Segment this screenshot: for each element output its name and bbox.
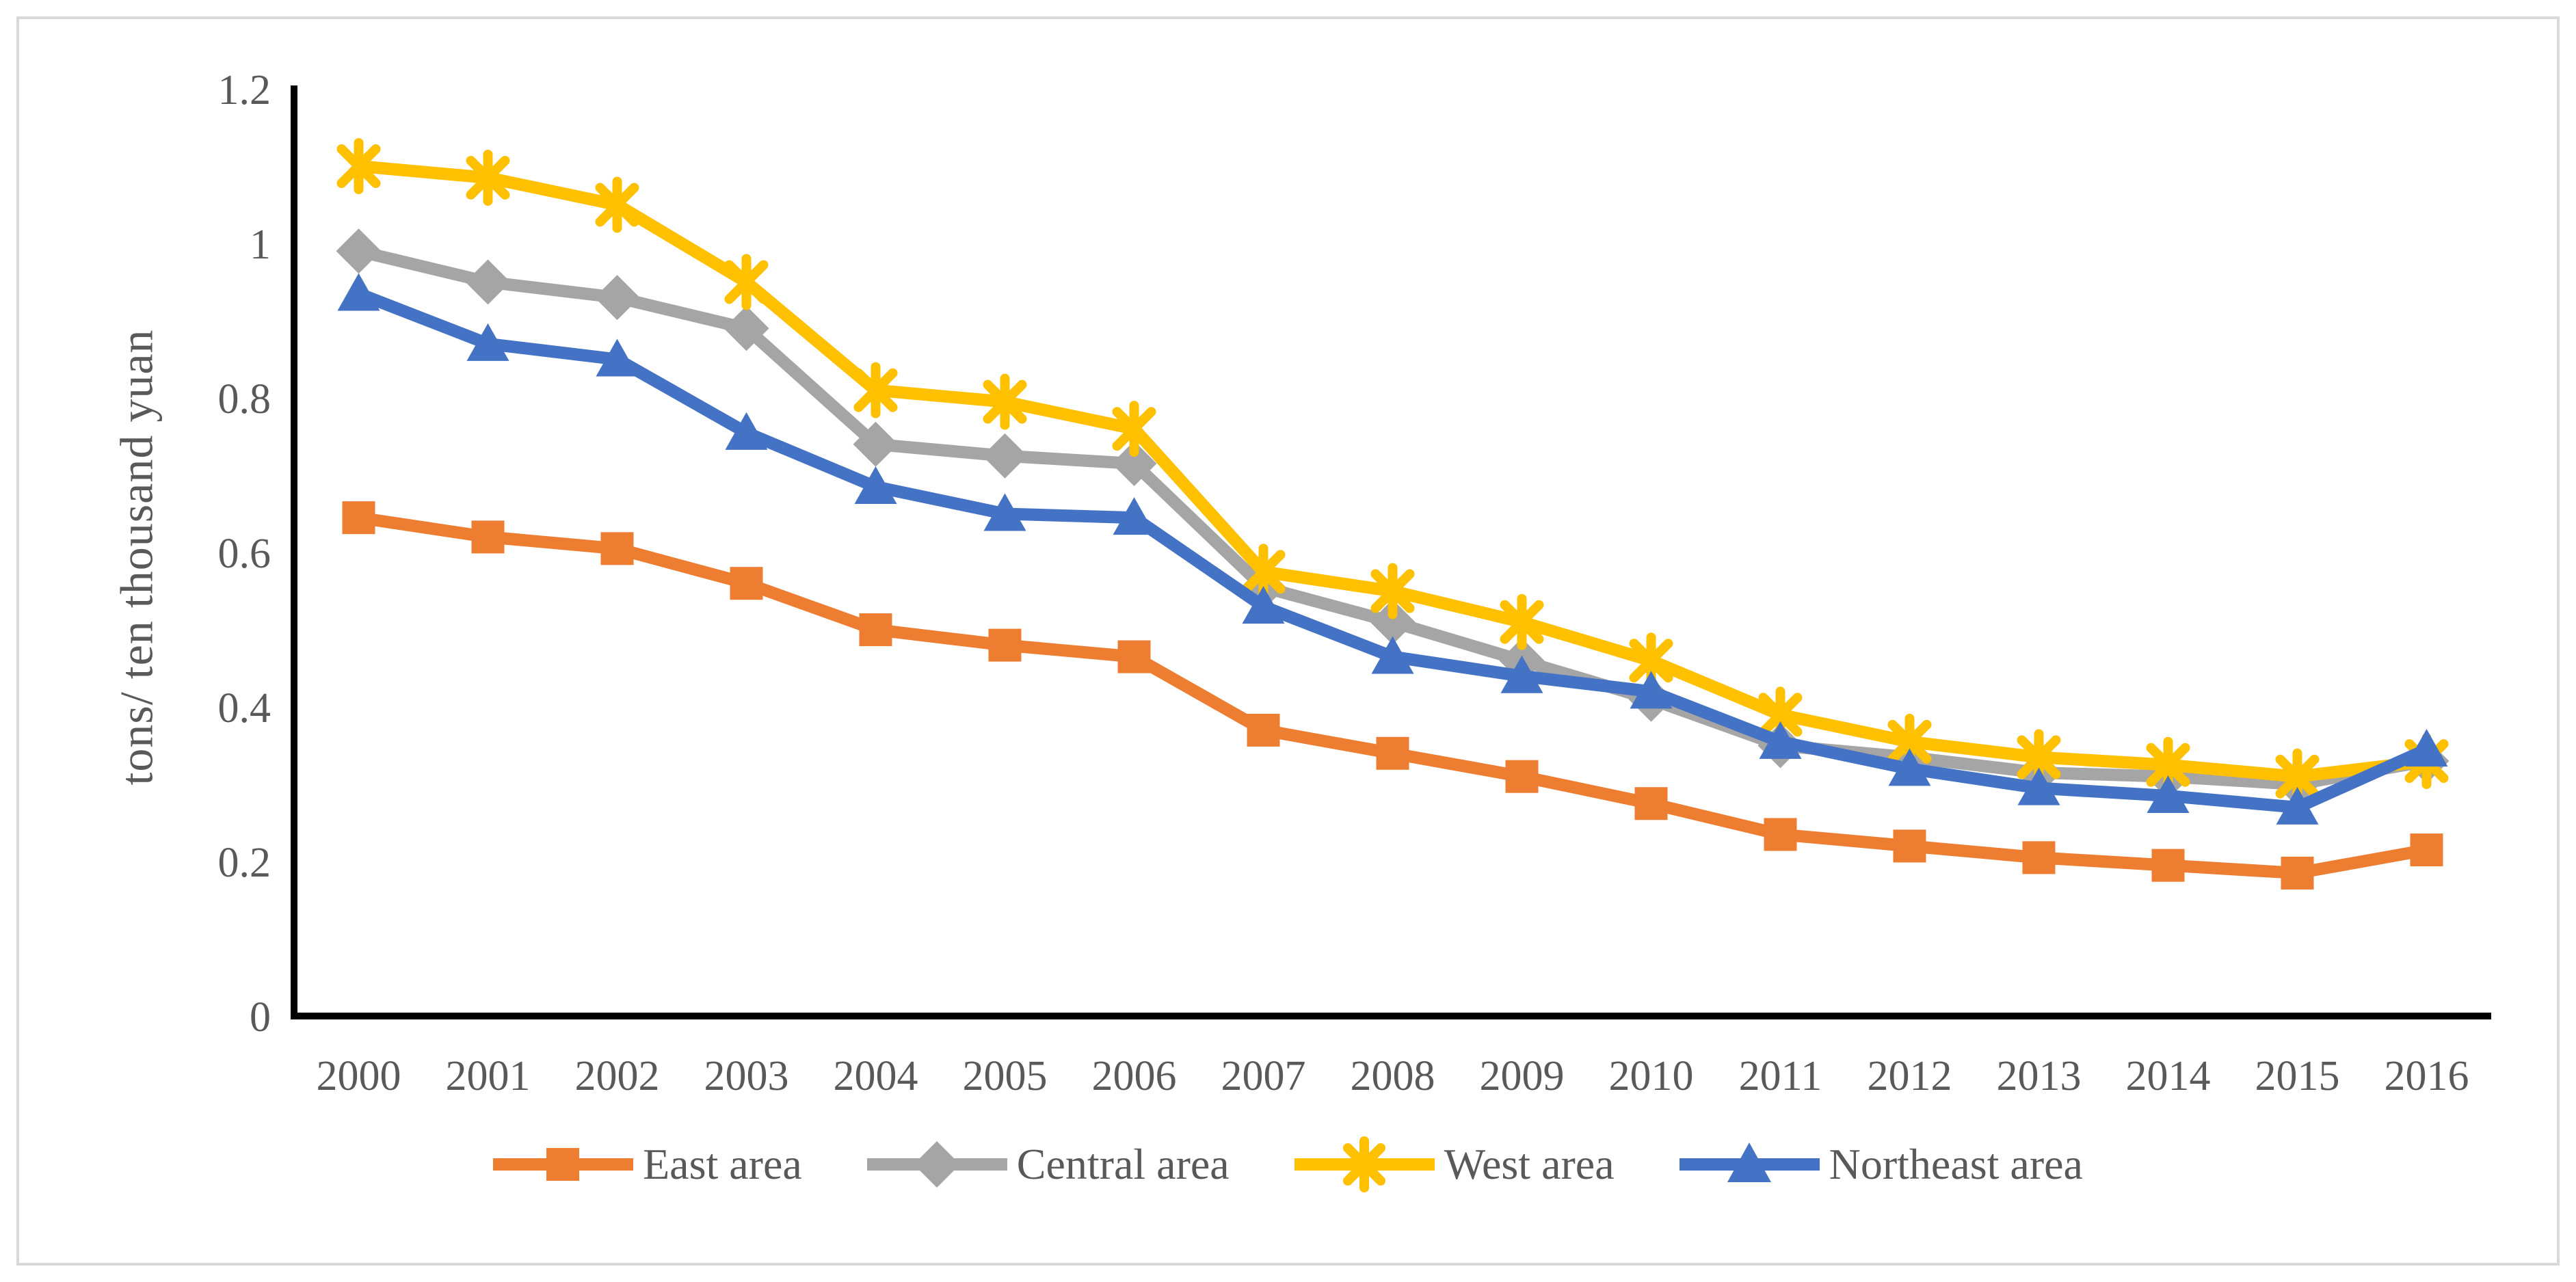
data-point-northeast-area — [725, 412, 768, 450]
x-tick-label: 2010 — [1609, 1053, 1694, 1099]
y-tick-label: 0 — [250, 994, 271, 1041]
data-point-northeast-area — [1371, 636, 1414, 674]
y-tick-label: 0.4 — [218, 685, 271, 732]
data-point-central-area — [465, 259, 511, 305]
y-tick-label: 1.2 — [218, 67, 271, 113]
x-tick-label: 2006 — [1092, 1053, 1177, 1099]
data-point-northeast-area — [2276, 786, 2319, 825]
x-tick-label: 2005 — [963, 1053, 1048, 1099]
legend-item-northeast-area: Northeast area — [1679, 1132, 2083, 1197]
data-point-west-area — [853, 362, 898, 418]
legend-label: Northeast area — [1829, 1140, 2083, 1188]
data-point-central-area — [853, 421, 899, 467]
data-point-northeast-area — [596, 338, 639, 377]
x-tick-label: 2009 — [1480, 1053, 1565, 1099]
data-point-northeast-area — [1888, 748, 1931, 786]
legend-marker-triangle-icon — [1679, 1143, 1820, 1182]
x-tick-label: 2002 — [575, 1053, 660, 1099]
data-point-east-area — [859, 613, 892, 646]
data-point-central-area — [723, 306, 769, 351]
data-point-east-area — [1764, 818, 1797, 851]
x-tick-label: 2001 — [446, 1053, 531, 1099]
x-tick-label: 2016 — [2385, 1053, 2469, 1099]
data-point-east-area — [1247, 713, 1280, 747]
data-point-west-area — [1370, 563, 1415, 619]
x-tick-label: 2011 — [1739, 1053, 1822, 1099]
data-point-west-area — [983, 373, 1027, 430]
legend: East area Central area West area Northea… — [0, 1132, 2576, 1197]
legend-item-west-area: West area — [1294, 1132, 1615, 1197]
data-point-west-area — [336, 138, 381, 194]
legend-label: Central area — [1016, 1140, 1230, 1188]
x-tick-label: 2012 — [1868, 1053, 1952, 1099]
data-point-west-area — [724, 254, 769, 310]
data-point-east-area — [342, 501, 375, 535]
y-tick-label: 1 — [250, 222, 271, 268]
x-tick-label: 2013 — [1997, 1053, 2082, 1099]
data-point-central-area — [594, 275, 640, 321]
x-tick-label: 2003 — [704, 1053, 789, 1099]
data-point-northeast-area — [2017, 767, 2060, 805]
series-central-area — [336, 228, 2449, 807]
y-tick-label: 0.8 — [218, 376, 271, 423]
legend-label: East area — [643, 1140, 802, 1188]
data-point-west-area — [466, 149, 510, 206]
legend-marker-square-icon — [493, 1148, 634, 1181]
legend-label: West area — [1444, 1140, 1615, 1188]
legend-marker-diamond-icon — [866, 1141, 1007, 1188]
data-point-east-area — [1376, 736, 1409, 770]
data-point-northeast-area — [1630, 671, 1673, 709]
y-axis-title: tons/ ten thousand yuan — [110, 329, 163, 786]
data-point-central-area — [1111, 441, 1157, 487]
legend-item-central-area: Central area — [866, 1132, 1230, 1197]
series-northeast-area — [337, 273, 2448, 825]
data-point-east-area — [1893, 829, 1926, 863]
series-line-central-area — [352, 245, 2433, 790]
data-point-east-area — [2151, 849, 2185, 882]
data-point-northeast-area — [2405, 729, 2448, 767]
data-point-northeast-area — [983, 493, 1026, 531]
data-point-northeast-area — [1500, 655, 1543, 693]
data-point-northeast-area — [854, 466, 897, 504]
y-tick-label: 0.2 — [218, 840, 271, 886]
data-point-central-area — [336, 228, 382, 274]
data-point-east-area — [2022, 841, 2056, 874]
y-tick-label: 0.6 — [218, 531, 271, 577]
data-point-west-area — [1500, 593, 1544, 650]
data-point-east-area — [471, 520, 505, 554]
data-point-east-area — [1634, 787, 1668, 820]
series-west-area — [336, 138, 2449, 805]
x-tick-label: 2000 — [317, 1053, 401, 1099]
data-point-central-area — [982, 433, 1028, 479]
legend-item-east-area: East area — [493, 1132, 802, 1197]
data-point-east-area — [988, 628, 1022, 662]
data-point-northeast-area — [1242, 586, 1285, 624]
x-tick-label: 2014 — [2126, 1053, 2211, 1099]
data-point-northeast-area — [466, 323, 509, 361]
data-point-northeast-area — [1113, 497, 1156, 535]
series-east-area — [342, 501, 2443, 890]
chart-border — [16, 16, 2560, 1266]
data-point-central-area — [1370, 599, 1416, 645]
data-point-east-area — [600, 532, 634, 565]
data-point-east-area — [1505, 760, 1539, 793]
data-point-west-area — [595, 176, 639, 233]
data-point-east-area — [730, 567, 763, 600]
data-point-west-area — [1112, 401, 1156, 457]
series-line-northeast-area — [352, 287, 2433, 814]
x-tick-label: 2015 — [2255, 1053, 2340, 1099]
data-point-northeast-area — [337, 273, 380, 311]
x-tick-label: 2004 — [834, 1053, 918, 1099]
data-point-northeast-area — [1759, 721, 1802, 759]
data-point-east-area — [1117, 640, 1151, 673]
series-line-west-area — [352, 160, 2433, 783]
legend-marker-asterisk-icon — [1294, 1136, 1435, 1192]
data-point-east-area — [2281, 856, 2314, 890]
x-tick-label: 2008 — [1351, 1053, 1435, 1099]
data-point-northeast-area — [2147, 775, 2190, 813]
data-point-east-area — [2410, 833, 2443, 867]
x-tick-label: 2007 — [1221, 1053, 1306, 1099]
